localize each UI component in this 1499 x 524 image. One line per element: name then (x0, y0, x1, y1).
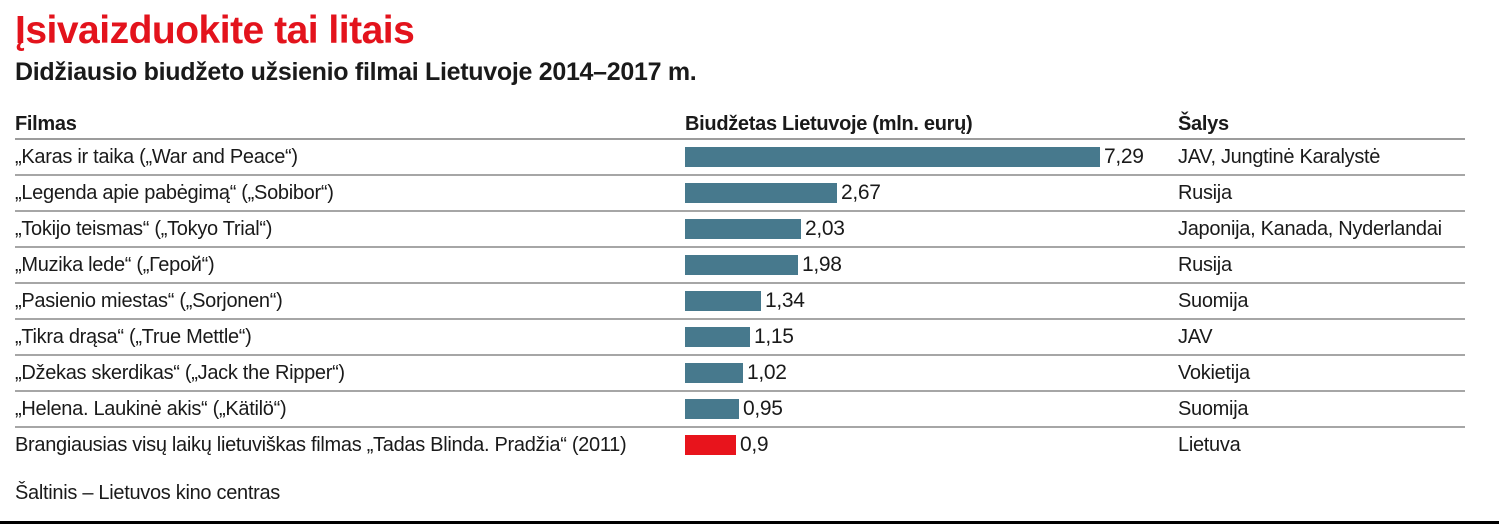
budget-bar (685, 327, 750, 348)
country-label: JAV, Jungtinė Karalystė (1178, 145, 1381, 168)
table-row: „Tokijo teismas“ („Tokyo Trial“) 2,03 Ja… (15, 212, 1465, 249)
budget-bar (685, 219, 801, 240)
country-label: Rusija (1178, 253, 1232, 276)
table-row: „Pasienio miestas“ („Sorjonen“) 1,34 Suo… (15, 284, 1465, 321)
bar-cell: 0,95 (685, 397, 1178, 421)
country-label: Rusija (1178, 181, 1232, 204)
budget-value-label: 0,9 (740, 433, 769, 457)
bar-cell: 1,15 (685, 325, 1178, 349)
bar-cell: 1,02 (685, 361, 1178, 385)
table-row: „Karas ir taika („War and Peace“) 7,29 J… (15, 140, 1465, 177)
film-title: „Muzika lede“ („Герой“) (15, 253, 215, 276)
budget-value-label: 2,67 (841, 181, 881, 205)
budget-value-label: 7,29 (1104, 145, 1144, 169)
budget-bar (685, 363, 743, 384)
budget-bar (685, 183, 837, 204)
header-film: Filmas (15, 112, 77, 135)
film-title: Brangiausias visų laikų lietuviškas film… (15, 433, 627, 456)
page-title: Įsivaizduokite tai litais (15, 9, 415, 52)
bar-cell: 2,67 (685, 181, 1178, 205)
film-title: „Helena. Laukinė akis“ („Kätilö“) (15, 397, 287, 420)
country-label: Suomija (1178, 289, 1249, 312)
country-label: Lietuva (1178, 433, 1241, 456)
budget-value-label: 1,02 (747, 361, 787, 385)
budget-value-label: 1,15 (754, 325, 794, 349)
budget-value-label: 1,34 (765, 289, 805, 313)
table-header-row: Filmas Biudžetas Lietuvoje (mln. eurų) Š… (15, 110, 1465, 141)
table-row: Brangiausias visų laikų lietuviškas film… (15, 428, 1465, 462)
film-title: „Tokijo teismas“ („Tokyo Trial“) (15, 217, 273, 240)
budget-value-label: 1,98 (802, 253, 842, 277)
table-row: „Helena. Laukinė akis“ („Kätilö“) 0,95 S… (15, 392, 1465, 429)
budget-bar (685, 147, 1100, 168)
bar-cell: 2,03 (685, 217, 1178, 241)
budget-bar (685, 255, 798, 276)
budget-bar (685, 435, 736, 456)
budget-value-label: 0,95 (743, 397, 783, 421)
budget-bar (685, 291, 761, 312)
film-title: „Tikra drąsa“ („True Mettle“) (15, 325, 252, 348)
country-label: Vokietija (1178, 361, 1250, 384)
film-title: „Pasienio miestas“ („Sorjonen“) (15, 289, 283, 312)
table-row: „Džekas skerdikas“ („Jack the Ripper“) 1… (15, 356, 1465, 393)
country-label: Japonija, Kanada, Nyderlandai (1178, 217, 1442, 240)
country-label: JAV (1178, 325, 1213, 348)
source-note: Šaltinis – Lietuvos kino centras (15, 482, 280, 505)
bar-cell: 1,98 (685, 253, 1178, 277)
table-row: „Legenda apie pabėgimą“ („Sobibor“) 2,67… (15, 176, 1465, 213)
header-countries: Šalys (1178, 112, 1229, 135)
bar-cell: 1,34 (685, 289, 1178, 313)
page-subtitle: Didžiausio biudžeto užsienio filmai Liet… (15, 57, 697, 86)
header-budget: Biudžetas Lietuvoje (mln. eurų) (685, 112, 973, 135)
film-title: „Legenda apie pabėgimą“ („Sobibor“) (15, 181, 334, 204)
budget-value-label: 2,03 (805, 217, 845, 241)
bar-cell: 0,9 (685, 433, 1178, 457)
table-row: „Tikra drąsa“ („True Mettle“) 1,15 JAV (15, 320, 1465, 357)
budget-table: Filmas Biudžetas Lietuvoje (mln. eurų) Š… (15, 110, 1465, 462)
table-body: „Karas ir taika („War and Peace“) 7,29 J… (15, 140, 1465, 462)
budget-bar (685, 399, 739, 420)
bar-cell: 7,29 (685, 145, 1178, 169)
table-row: „Muzika lede“ („Герой“) 1,98 Rusija (15, 248, 1465, 285)
country-label: Suomija (1178, 397, 1249, 420)
film-title: „Karas ir taika („War and Peace“) (15, 145, 298, 168)
film-title: „Džekas skerdikas“ („Jack the Ripper“) (15, 361, 345, 384)
